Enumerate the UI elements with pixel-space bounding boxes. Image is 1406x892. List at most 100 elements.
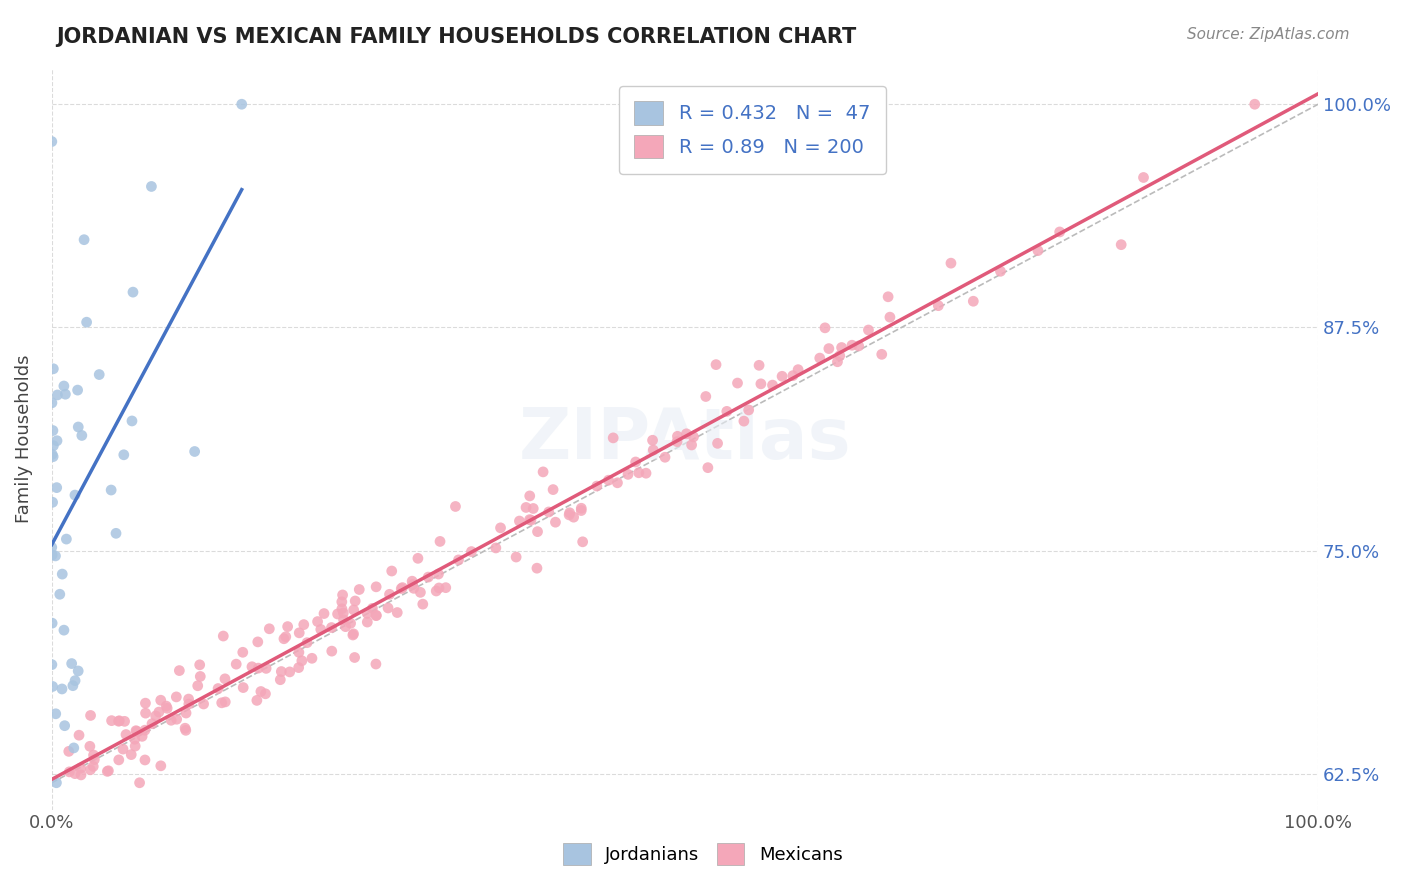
Point xyxy=(246,635,269,649)
Point xyxy=(307,615,329,629)
Point xyxy=(733,414,755,428)
Point xyxy=(748,359,770,373)
Point xyxy=(585,479,607,493)
Point xyxy=(240,659,263,673)
Point xyxy=(841,338,863,352)
Point xyxy=(76,315,98,329)
Point xyxy=(489,521,512,535)
Text: JORDANIAN VS MEXICAN FAMILY HOUSEHOLDS CORRELATION CHART: JORDANIAN VS MEXICAN FAMILY HOUSEHOLDS C… xyxy=(56,27,856,46)
Point xyxy=(70,768,93,782)
Point xyxy=(309,623,332,637)
Point xyxy=(295,635,318,649)
Point xyxy=(79,739,101,754)
Point xyxy=(120,747,142,762)
Point xyxy=(107,714,129,729)
Point xyxy=(706,436,728,450)
Point xyxy=(343,650,366,665)
Point xyxy=(787,362,810,376)
Point xyxy=(63,488,86,502)
Point xyxy=(122,285,145,299)
Text: Source: ZipAtlas.com: Source: ZipAtlas.com xyxy=(1187,27,1350,42)
Point xyxy=(364,608,387,623)
Point xyxy=(696,460,718,475)
Point xyxy=(814,321,837,335)
Point xyxy=(67,664,90,678)
Point xyxy=(41,616,63,631)
Point xyxy=(70,428,93,442)
Point xyxy=(343,603,366,617)
Point xyxy=(387,606,409,620)
Point xyxy=(124,739,146,753)
Point xyxy=(870,347,893,361)
Point xyxy=(321,621,343,635)
Point xyxy=(761,378,783,392)
Point xyxy=(287,660,309,674)
Point xyxy=(58,744,80,758)
Point xyxy=(808,351,831,365)
Point xyxy=(429,534,451,549)
Point xyxy=(45,481,67,495)
Point xyxy=(105,526,128,541)
Point xyxy=(107,753,129,767)
Point xyxy=(41,495,63,509)
Point xyxy=(366,608,388,623)
Point xyxy=(141,179,163,194)
Point xyxy=(108,714,131,728)
Point xyxy=(828,349,851,363)
Point xyxy=(125,723,148,738)
Point xyxy=(326,607,349,621)
Point xyxy=(361,601,384,615)
Point xyxy=(67,420,90,434)
Point xyxy=(60,657,83,671)
Point xyxy=(73,233,96,247)
Point xyxy=(939,256,962,270)
Point xyxy=(569,501,592,516)
Point xyxy=(55,387,77,401)
Point xyxy=(63,673,86,688)
Point xyxy=(858,323,880,337)
Point xyxy=(378,587,401,601)
Point xyxy=(52,623,75,637)
Point xyxy=(447,553,470,567)
Y-axis label: Family Households: Family Households xyxy=(15,355,32,524)
Point xyxy=(41,657,63,672)
Point xyxy=(177,697,200,711)
Point xyxy=(927,299,949,313)
Point xyxy=(41,135,63,149)
Point xyxy=(877,290,900,304)
Point xyxy=(460,544,482,558)
Point xyxy=(879,310,901,325)
Point xyxy=(321,644,343,658)
Point xyxy=(63,766,86,780)
Point xyxy=(134,753,156,767)
Point xyxy=(128,776,150,790)
Point xyxy=(100,483,122,497)
Point xyxy=(519,489,541,503)
Point xyxy=(401,577,423,591)
Point xyxy=(1026,244,1049,258)
Point xyxy=(69,761,91,775)
Point xyxy=(827,355,849,369)
Point xyxy=(412,597,434,611)
Point xyxy=(51,567,73,582)
Point xyxy=(177,692,200,706)
Text: ZIPAtlas: ZIPAtlas xyxy=(519,405,851,474)
Point xyxy=(782,368,804,383)
Point xyxy=(82,759,104,773)
Point xyxy=(42,361,65,376)
Point xyxy=(42,450,65,464)
Point xyxy=(232,645,254,659)
Point xyxy=(332,588,354,602)
Legend: Jordanians, Mexicans: Jordanians, Mexicans xyxy=(554,834,852,874)
Point xyxy=(62,740,84,755)
Point xyxy=(193,697,215,711)
Point xyxy=(273,632,295,646)
Point xyxy=(49,587,72,601)
Point xyxy=(344,594,367,608)
Point xyxy=(727,376,749,390)
Point xyxy=(183,444,205,458)
Point xyxy=(288,645,311,659)
Point xyxy=(522,501,544,516)
Point xyxy=(569,503,592,517)
Point xyxy=(250,684,273,698)
